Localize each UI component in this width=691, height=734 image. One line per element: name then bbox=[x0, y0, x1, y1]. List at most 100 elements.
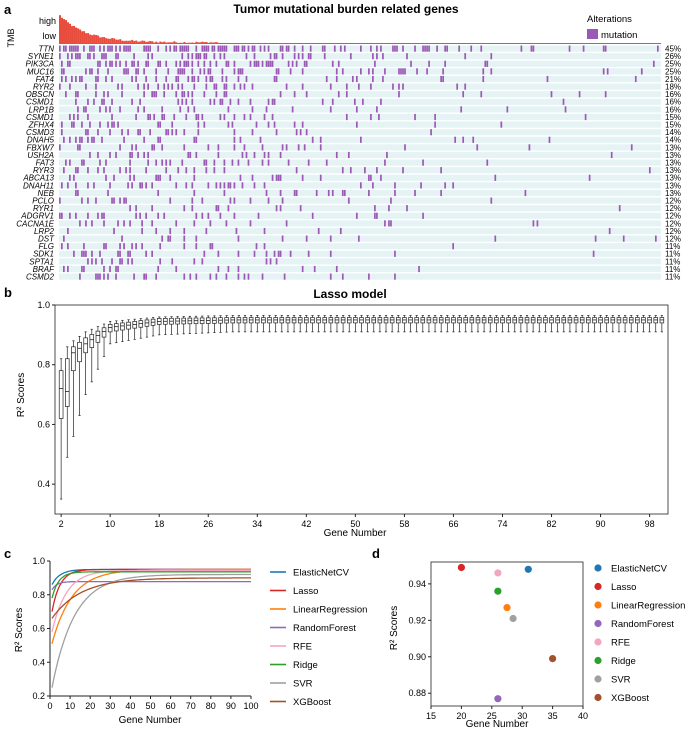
mutation-cell bbox=[209, 220, 212, 227]
mutation-cell bbox=[59, 45, 61, 52]
heatmap-row-bg bbox=[59, 83, 661, 90]
gene-label: DNAH11 bbox=[23, 181, 54, 190]
mutation-cell bbox=[145, 273, 147, 280]
mutation-cell bbox=[183, 144, 186, 151]
mutation-cell bbox=[151, 91, 154, 98]
mutation-cell bbox=[265, 258, 268, 265]
mutation-cell bbox=[185, 98, 188, 105]
lines-xtick-label: 40 bbox=[125, 701, 135, 711]
mutation-cell bbox=[219, 45, 222, 52]
tmb-bar bbox=[149, 40, 152, 44]
mutation-cell bbox=[446, 45, 448, 52]
tmb-bar bbox=[147, 41, 150, 44]
tmb-bar bbox=[201, 41, 204, 44]
tmb-bar bbox=[103, 37, 106, 44]
mutation-cell bbox=[337, 60, 340, 67]
mutation-cell bbox=[257, 60, 260, 67]
mutation-cell bbox=[205, 159, 208, 166]
tmb-bar bbox=[199, 42, 202, 44]
mutation-cell bbox=[329, 106, 332, 113]
mutation-cell bbox=[169, 45, 172, 52]
lines-xtick-label: 100 bbox=[243, 701, 258, 711]
mutation-cell bbox=[77, 91, 79, 98]
mutation-cell bbox=[281, 53, 284, 60]
mutation-cell bbox=[440, 189, 442, 197]
mutation-cell bbox=[191, 98, 194, 105]
mutation-cell bbox=[183, 273, 186, 280]
mutation-cell bbox=[121, 83, 123, 90]
mutation-cell bbox=[406, 205, 408, 212]
heatmap-row-bg bbox=[59, 243, 661, 250]
gene-label: CACNA1E bbox=[16, 219, 54, 228]
mutation-cell bbox=[347, 151, 350, 159]
tmb-bar bbox=[77, 28, 80, 44]
mutation-cell bbox=[265, 106, 268, 113]
mutation-cell bbox=[75, 98, 77, 105]
lines-xtick-label: 70 bbox=[186, 701, 196, 711]
mutation-cell bbox=[255, 243, 258, 250]
mutation-cell bbox=[201, 45, 204, 52]
mutation-cell bbox=[71, 75, 73, 83]
mutation-cell bbox=[267, 98, 270, 105]
mutation-cell bbox=[143, 136, 145, 143]
mutation-cell bbox=[69, 136, 71, 143]
tmb-bar bbox=[131, 39, 134, 44]
mutation-cell bbox=[303, 144, 306, 151]
mutation-cell bbox=[161, 144, 164, 151]
mutation-cell bbox=[360, 136, 362, 143]
mutation-cell bbox=[97, 75, 99, 83]
mutation-cell bbox=[341, 273, 344, 280]
mutation-cell bbox=[193, 189, 196, 197]
heatmap-row-bg bbox=[59, 174, 661, 181]
mutation-cell bbox=[404, 144, 406, 151]
mutation-cell bbox=[604, 45, 607, 52]
mutation-cell bbox=[77, 144, 79, 151]
mutation-cell bbox=[191, 75, 194, 83]
mutation-cell bbox=[123, 197, 125, 204]
heatmap-row-bg bbox=[59, 212, 661, 219]
tmb-bar bbox=[105, 38, 108, 44]
mutation-cell bbox=[187, 60, 190, 67]
tmb-low-label: low bbox=[42, 31, 56, 41]
mutation-cell bbox=[588, 174, 591, 181]
mutation-cell bbox=[67, 227, 69, 235]
mutation-cell bbox=[239, 136, 242, 143]
mutation-cell bbox=[113, 227, 115, 235]
mutation-cell bbox=[103, 220, 105, 227]
mutation-cell bbox=[253, 151, 256, 159]
mutation-cell bbox=[604, 91, 607, 98]
scatter-legend-dot-xgboost bbox=[594, 693, 602, 702]
mutation-cell bbox=[119, 197, 121, 204]
legend-label-xgboost: XGBoost bbox=[293, 697, 331, 708]
heatmap-row-bg bbox=[59, 159, 661, 166]
mutation-cell bbox=[235, 45, 238, 52]
mutation-cell bbox=[103, 53, 105, 60]
heatmap-row-bg bbox=[59, 235, 661, 242]
mutation-cell bbox=[351, 75, 354, 83]
tmb-high-label: high bbox=[39, 16, 56, 26]
mutation-cell bbox=[101, 53, 103, 60]
mutation-cell bbox=[237, 98, 240, 105]
mutation-cell bbox=[349, 167, 352, 174]
mutation-cell bbox=[183, 205, 186, 212]
mutation-cell bbox=[157, 45, 160, 52]
gene-percent: 13% bbox=[665, 166, 681, 175]
mutation-cell bbox=[63, 68, 65, 75]
mutation-cell bbox=[205, 53, 208, 60]
mutation-cell bbox=[109, 151, 111, 159]
mutation-cell bbox=[107, 45, 109, 52]
box-body bbox=[126, 321, 131, 330]
mutation-cell bbox=[217, 144, 220, 151]
mutation-cell bbox=[71, 45, 73, 52]
mutation-cell bbox=[578, 91, 581, 98]
mutation-cell bbox=[121, 129, 123, 136]
mutation-cell bbox=[131, 243, 133, 250]
mutation-cell bbox=[368, 68, 370, 75]
mutation-cell bbox=[271, 113, 274, 121]
mutation-cell bbox=[245, 53, 248, 60]
mutation-cell bbox=[243, 144, 246, 151]
mutation-cell bbox=[219, 113, 222, 121]
mutation-cell bbox=[93, 136, 95, 143]
lines-ytick-label: 1.0 bbox=[32, 556, 45, 566]
mutation-cell bbox=[99, 273, 101, 280]
